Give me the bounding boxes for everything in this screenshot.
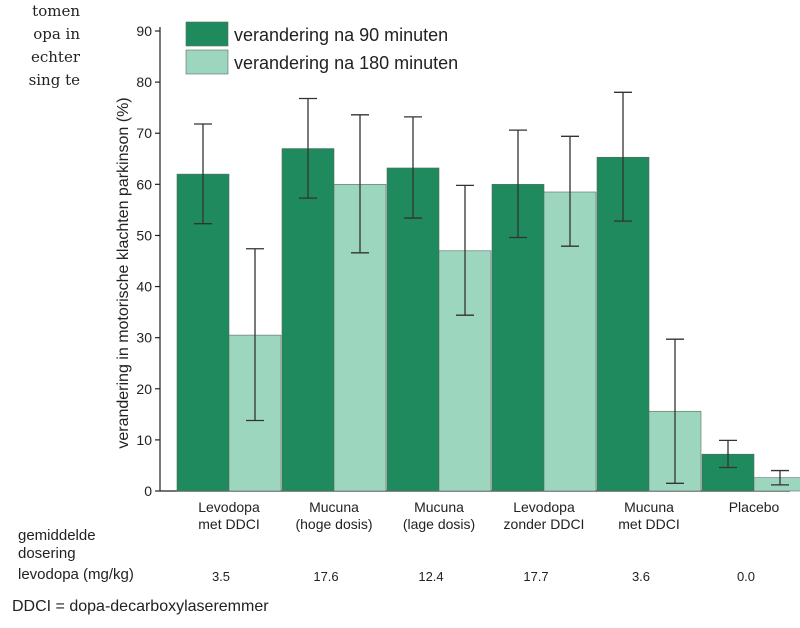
y-tick-label: 60 — [136, 176, 152, 192]
y-tick-label: 80 — [136, 74, 152, 90]
y-tick-label: 30 — [136, 330, 152, 346]
y-tick-label: 10 — [136, 432, 152, 448]
dosage-value: 3.6 — [632, 569, 650, 584]
bar — [386, 167, 440, 492]
category-label: Mucuna — [624, 499, 674, 515]
legend-label: verandering na 180 minuten — [234, 53, 458, 73]
cropped-side-text: tomen opa in echter sing te — [0, 0, 80, 92]
category-label: Levodopa — [513, 499, 575, 515]
chart-error-bars — [194, 91, 789, 486]
dosage-value: 12.4 — [418, 569, 443, 584]
dosage-title-line: gemiddelde — [18, 527, 96, 544]
y-tick-label: 0 — [144, 483, 152, 499]
y-tick-label: 40 — [136, 279, 152, 295]
dosage-title-line: dosering — [18, 545, 76, 562]
side-text-line: echter — [30, 48, 80, 66]
dosage-title-line: levodopa (mg/kg) — [18, 566, 134, 583]
category-label: Mucuna — [414, 499, 464, 515]
dosage-value: 17.6 — [313, 569, 338, 584]
category-label: Placebo — [729, 499, 780, 515]
y-tick-label: 70 — [136, 125, 152, 141]
category-label: met DDCI — [198, 516, 259, 532]
chart-bars — [176, 148, 800, 492]
bar — [176, 173, 230, 492]
chart-axes: 0 10 20 30 40 50 60 70 80 90 verandering in motori… — [115, 23, 790, 499]
y-tick-label: 50 — [136, 227, 152, 243]
dosage-value: 3.5 — [212, 569, 230, 584]
category-label: zonder DDCI — [504, 516, 585, 532]
dosage-value: 17.7 — [523, 569, 548, 584]
dosage-value: 0.0 — [737, 569, 755, 584]
side-text-line: opa in — [33, 25, 80, 43]
y-tick-label: 90 — [136, 23, 152, 39]
category-label: Levodopa — [198, 499, 260, 515]
category-label: met DDCI — [618, 516, 679, 532]
y-tick-label: 20 — [136, 381, 152, 397]
category-label: (hoge dosis) — [295, 516, 372, 532]
category-label: Mucuna — [309, 499, 359, 515]
legend-swatch — [185, 21, 229, 47]
footnote: DDCI = dopa-decarboxylaseremmer — [12, 598, 269, 615]
bar — [281, 148, 335, 492]
category-label: (lage dosis) — [403, 516, 475, 532]
side-text-line: tomen — [32, 2, 80, 20]
legend-swatch — [185, 49, 229, 75]
chart-legend: verandering na 90 minuten verandering na … — [185, 21, 458, 75]
legend-label: verandering na 90 minuten — [234, 25, 448, 45]
side-text-line: sing te — [28, 71, 80, 89]
y-axis-label: verandering in motorische klachten parki… — [115, 97, 132, 448]
